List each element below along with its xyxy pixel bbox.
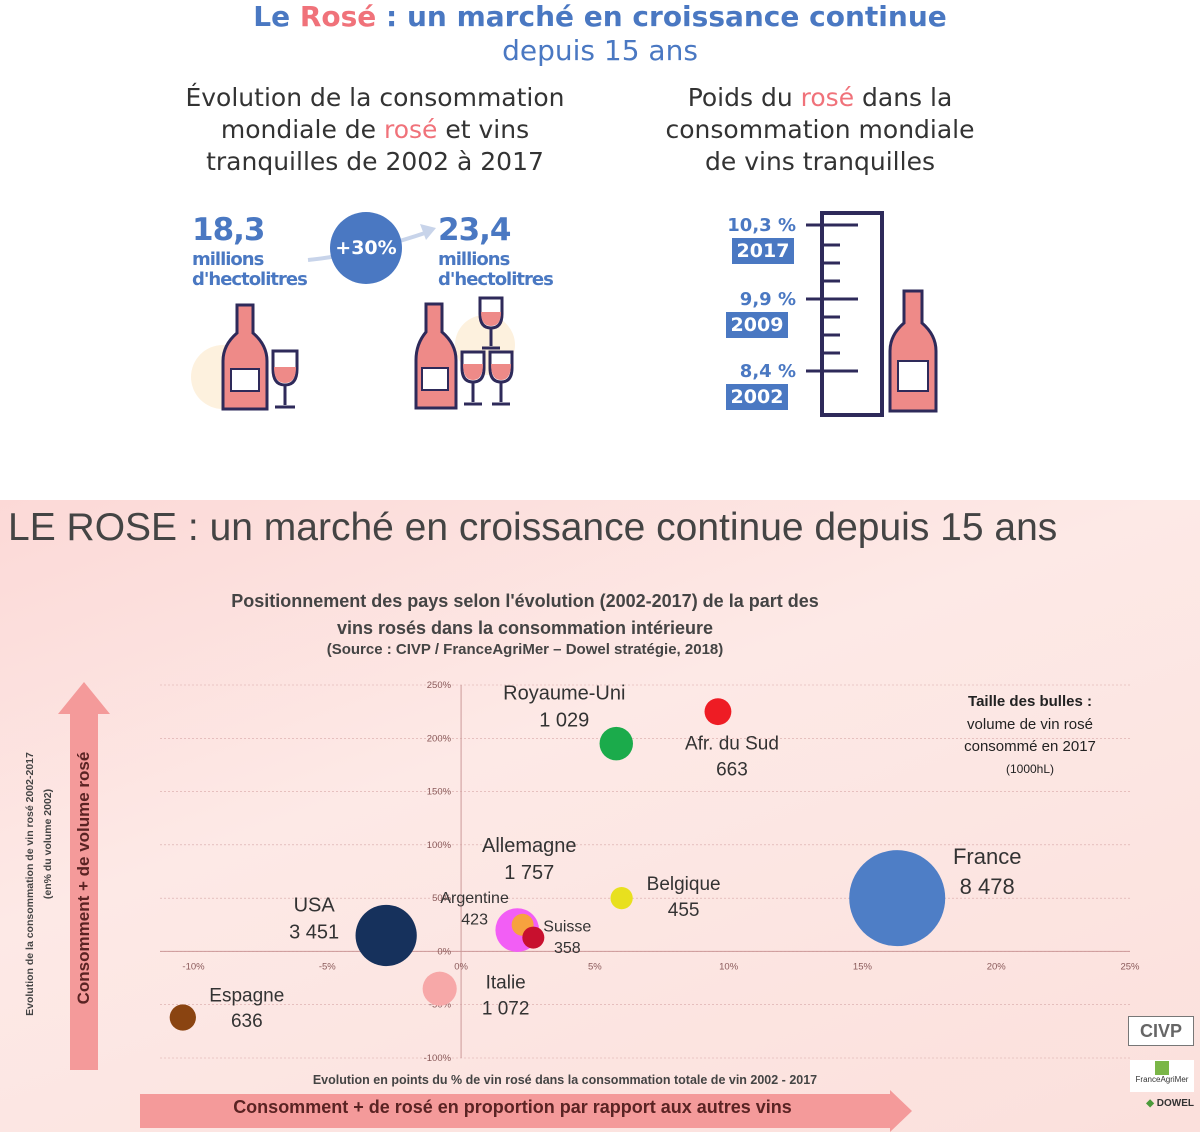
bubble-value-argentine: 423 — [461, 911, 488, 928]
bottom-panel-title: LE ROSE : un marché en croissance contin… — [8, 506, 1058, 549]
bubble-name-royaume-uni: Royaume-Uni — [503, 683, 625, 705]
measuring-cylinder-icon — [806, 211, 938, 417]
y-tick-label: 50% — [432, 893, 452, 904]
x-arrow-shape — [140, 1090, 912, 1132]
legend-line-3: (1000hL) — [1005, 762, 1055, 776]
bubble-usa — [355, 904, 417, 967]
bubble-name-espagne: Espagne — [209, 986, 284, 1007]
bubble-suisse — [522, 926, 545, 949]
right-panel-title: Poids du rosé dans la consommation mondi… — [665, 83, 975, 176]
x-axis-label: Evolution en points du % de vin rosé dan… — [312, 1073, 818, 1087]
bubble-italie — [422, 971, 457, 1006]
civp-logo: CIVP — [1128, 1016, 1194, 1046]
bubble-france — [849, 850, 946, 947]
bubble-name-argentine: Argentine — [440, 890, 509, 907]
bubble-value-usa: 3 451 — [289, 921, 339, 943]
chart-source: (Source : CIVP / FranceAgriMer – Dowel s… — [326, 641, 724, 658]
start-volume-unit: millions d'hectolitres — [192, 249, 308, 290]
bubble-espagne — [169, 1004, 196, 1031]
y-tick-label: 100% — [427, 840, 452, 851]
bubble-name-france: France — [953, 844, 1021, 869]
start-volume: 18,3 — [192, 212, 265, 248]
x-arrow-label: Consomment + de rosé en proportion par r… — [233, 1097, 792, 1117]
bubble-value-afr-du-sud: 663 — [716, 759, 748, 780]
y-tick-label: -100% — [424, 1053, 452, 1064]
x-tick-label: 5% — [588, 961, 602, 972]
title-highlight: Rosé — [299, 0, 377, 33]
share-2002-pct: 8,4 % — [739, 361, 796, 382]
x-tick-label: 20% — [987, 961, 1007, 972]
y-arrow-shape — [58, 682, 110, 1070]
share-2009-pct: 9,9 % — [739, 289, 796, 310]
x-tick-label: 15% — [853, 961, 873, 972]
bubble-royaume-uni — [599, 726, 633, 761]
bubble-value-italie: 1 072 — [482, 998, 530, 1019]
x-tick-label: 10% — [719, 961, 739, 972]
bubble-name-usa: USA — [294, 894, 336, 916]
bubble-value-royaume-uni: 1 029 — [539, 710, 589, 732]
bubble-value-suisse: 358 — [554, 940, 581, 957]
end-volume-unit: millions d'hectolitres — [438, 249, 554, 290]
share-2009-year: 2009 — [726, 312, 788, 338]
legend-line-2: consommé en 2017 — [964, 738, 1096, 755]
bubble-value-allemagne: 1 757 — [504, 862, 554, 884]
bubble-name-afr-du-sud: Afr. du Sud — [685, 734, 779, 755]
dowel-logo: ◆ DOWEL — [1146, 1098, 1194, 1109]
x-tick-label: 0% — [454, 961, 468, 972]
bubble-value-belgique: 455 — [668, 900, 700, 921]
share-2017-year: 2017 — [732, 238, 794, 264]
bubble-name-suisse: Suisse — [543, 919, 591, 936]
wine-bottle-glass-icon — [191, 303, 299, 411]
y-tick-label: 250% — [427, 680, 452, 691]
bubble-name-allemagne: Allemagne — [482, 835, 577, 857]
legend-title: Taille des bulles : — [968, 693, 1092, 710]
wine-bottle-glasses-icon — [414, 296, 515, 410]
main-subtitle: depuis 15 ans — [502, 34, 698, 67]
bubble-afr-du-sud — [704, 698, 732, 726]
growth-badge: +30% — [330, 212, 402, 284]
y-tick-label: 0% — [437, 946, 451, 957]
y-tick-label: 150% — [427, 787, 452, 798]
x-tick-label: -10% — [182, 961, 205, 972]
left-panel-title: Évolution de la consommation mondiale de… — [185, 83, 565, 176]
end-volume: 23,4 — [438, 212, 511, 248]
bubble-belgique — [610, 887, 633, 910]
bubble-value-espagne: 636 — [231, 1011, 263, 1032]
bubble-value-france: 8 478 — [960, 874, 1015, 899]
franceagrimer-logo: FranceAgriMer — [1130, 1060, 1194, 1092]
share-2017-pct: 10,3 % — [727, 215, 796, 236]
main-title: Le Rosé : un marché en croissance contin… — [253, 0, 947, 33]
y-tick-label: 200% — [427, 733, 452, 744]
legend-line-1: volume de vin rosé — [967, 716, 1093, 733]
x-tick-label: -5% — [319, 961, 336, 972]
share-2002-year: 2002 — [726, 384, 788, 410]
bubble-name-italie: Italie — [486, 973, 526, 994]
bottom-panel — [0, 500, 1200, 1132]
bubble-name-belgique: Belgique — [647, 874, 721, 895]
chart-title: Positionnement des pays selon l'évolutio… — [231, 591, 819, 638]
x-tick-label: 25% — [1120, 961, 1140, 972]
